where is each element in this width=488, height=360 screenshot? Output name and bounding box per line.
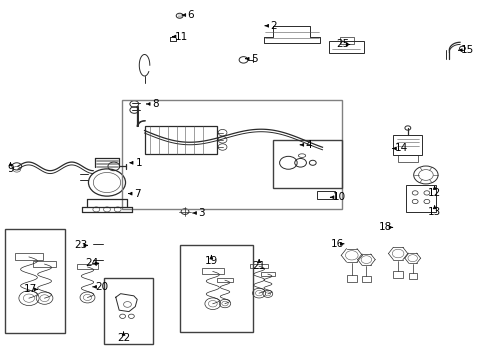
Text: 12: 12 — [427, 188, 440, 198]
Bar — [15, 253, 43, 260]
Text: 4: 4 — [305, 140, 311, 150]
Text: 5: 5 — [250, 54, 257, 64]
Bar — [339, 37, 353, 44]
Bar — [180, 245, 253, 332]
Bar — [272, 140, 341, 188]
Text: 19: 19 — [204, 256, 218, 266]
Bar — [217, 278, 232, 282]
Text: 20: 20 — [95, 282, 108, 292]
Text: 25: 25 — [336, 40, 349, 49]
Text: 7: 7 — [134, 189, 140, 199]
Bar — [392, 271, 402, 278]
Bar — [122, 100, 341, 210]
Text: 9: 9 — [7, 164, 14, 174]
Text: 18: 18 — [379, 222, 392, 232]
Bar — [202, 268, 224, 274]
Text: 24: 24 — [85, 258, 98, 268]
Bar — [361, 276, 370, 282]
Bar — [144, 126, 216, 154]
Text: 2: 2 — [270, 21, 277, 31]
Text: 14: 14 — [394, 143, 407, 153]
Bar — [104, 278, 153, 344]
Text: 13: 13 — [427, 207, 440, 217]
Bar — [4, 229, 65, 333]
Text: 21: 21 — [252, 261, 265, 271]
Text: 6: 6 — [187, 10, 194, 20]
Bar — [249, 264, 268, 269]
Text: 11: 11 — [174, 32, 187, 41]
Bar — [77, 264, 98, 269]
Bar — [397, 155, 417, 162]
Bar — [406, 185, 435, 212]
Bar — [392, 135, 422, 155]
Text: 3: 3 — [198, 208, 204, 218]
Text: 10: 10 — [332, 192, 345, 202]
Text: 22: 22 — [117, 333, 130, 343]
Bar — [346, 275, 356, 282]
Bar — [261, 272, 274, 276]
Text: 17: 17 — [24, 284, 38, 294]
Text: 8: 8 — [152, 99, 158, 109]
Bar — [33, 261, 56, 267]
Text: 16: 16 — [330, 239, 343, 249]
Text: 15: 15 — [460, 45, 473, 55]
Text: 1: 1 — [136, 158, 142, 168]
Text: 23: 23 — [74, 240, 87, 250]
Bar — [316, 192, 334, 199]
Bar — [408, 273, 416, 279]
Bar — [328, 41, 363, 53]
